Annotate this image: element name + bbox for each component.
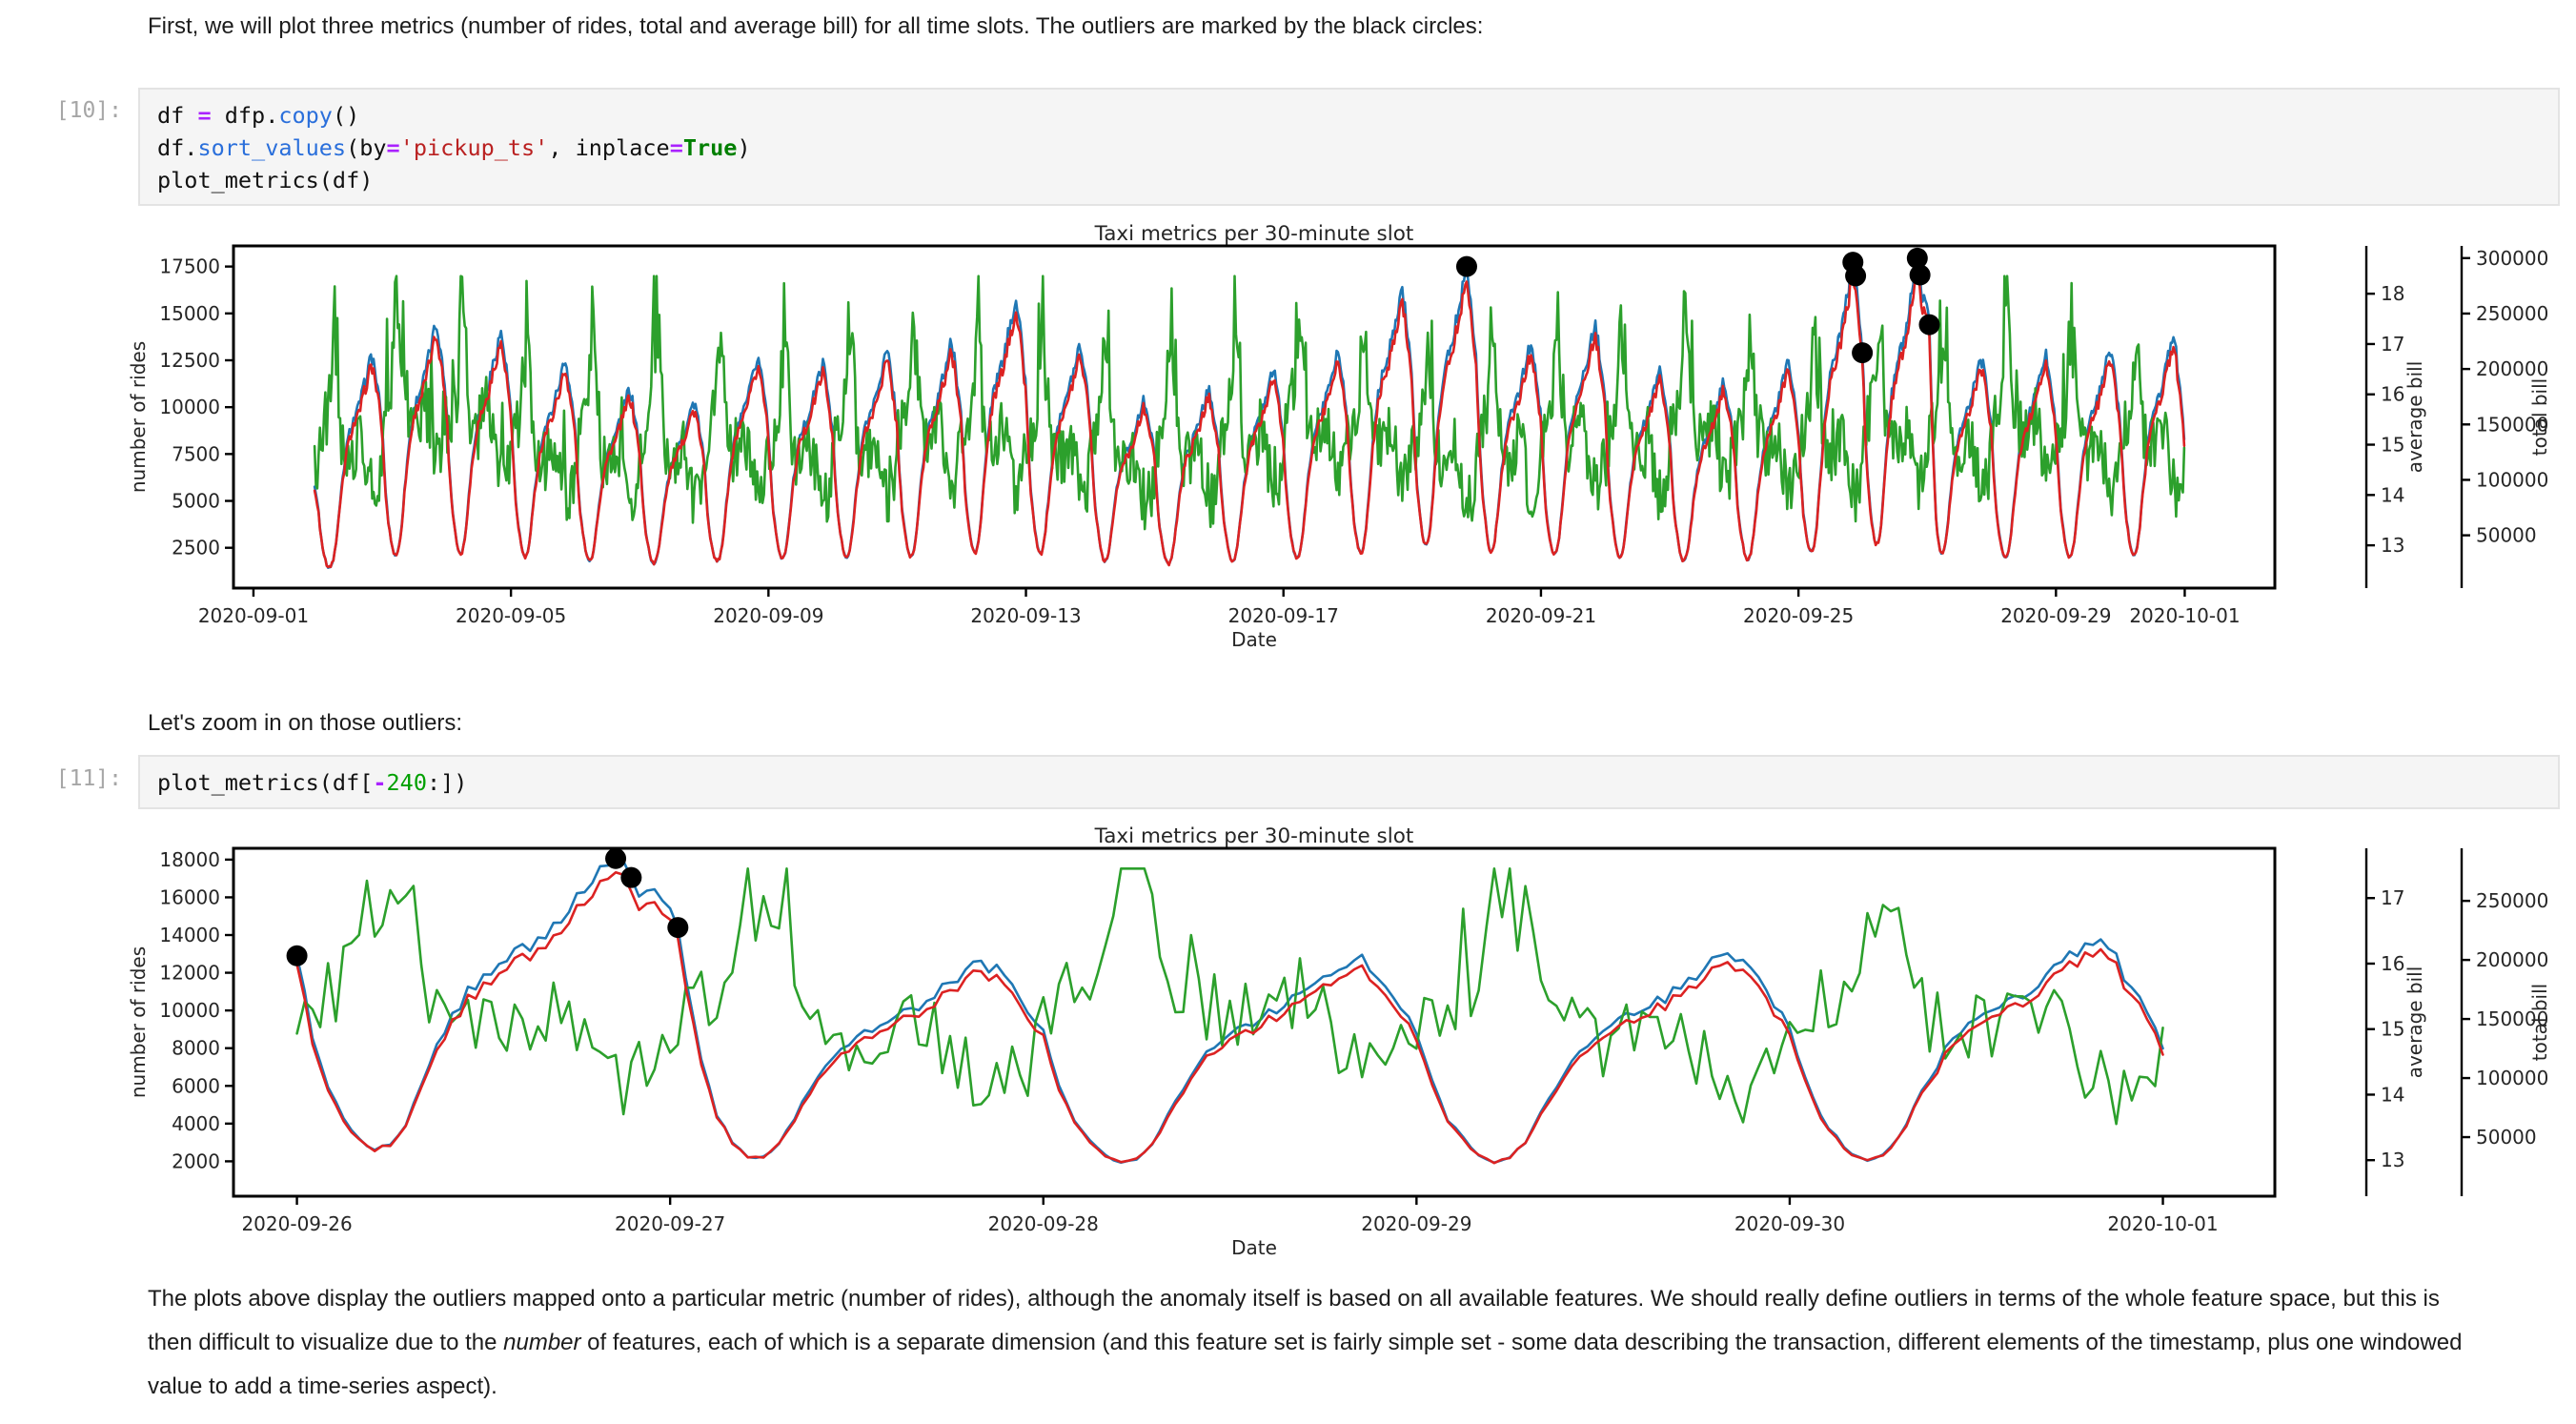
total-tick-label: 50000 xyxy=(2476,1126,2537,1149)
code-input[interactable]: df = dfp.copy() df.sort_values(by='pickup… xyxy=(140,90,2558,196)
avg-tick-label: 14 xyxy=(2381,483,2404,506)
x-tick-label: 2020-09-05 xyxy=(456,604,566,627)
total-tick-label: 100000 xyxy=(2476,468,2548,491)
rides-tick-label: 17500 xyxy=(159,255,220,278)
rides-tick-label: 2000 xyxy=(172,1149,220,1172)
avg-axis-label: average bill xyxy=(2404,966,2426,1079)
x-tick-label: 2020-09-25 xyxy=(1743,604,1854,627)
x-tick-label: 2020-09-28 xyxy=(988,1212,1099,1235)
total-tick-label: 150000 xyxy=(2476,413,2548,436)
x-tick-label: 2020-09-09 xyxy=(713,604,823,627)
x-tick-label: 2020-10-01 xyxy=(2107,1212,2218,1235)
rides-tick-label: 14000 xyxy=(159,924,220,946)
code-line: plot_metrics(df[-240:]) xyxy=(157,769,468,796)
series-average-bill xyxy=(295,866,2164,1126)
figure-taxi-metrics-zoom: Taxi metrics per 30-minute slot 2020-09-2… xyxy=(127,824,2551,1259)
code-cell-10: df = dfp.copy() df.sort_values(by='pickup… xyxy=(138,88,2560,206)
rides-tick-label: 5000 xyxy=(172,490,220,513)
total-tick-label: 200000 xyxy=(2476,357,2548,380)
outlier-marker xyxy=(286,945,308,966)
rides-tick-label: 4000 xyxy=(172,1112,220,1135)
avg-tick-label: 14 xyxy=(2381,1083,2404,1106)
avg-tick-label: 15 xyxy=(2381,434,2404,457)
x-tick-label: 2020-09-26 xyxy=(241,1212,352,1235)
x-tick-label: 2020-09-29 xyxy=(1361,1212,1471,1235)
x-tick-label: 2020-09-27 xyxy=(615,1212,725,1235)
total-tick-label: 200000 xyxy=(2476,948,2548,971)
code-line: plot_metrics(df) xyxy=(157,167,374,193)
avg-tick-label: 13 xyxy=(2381,1149,2404,1171)
code-line: df = dfp.copy() xyxy=(157,102,360,129)
outlier-marker xyxy=(667,917,689,939)
rides-tick-label: 8000 xyxy=(172,1037,220,1060)
rides-tick-label: 18000 xyxy=(159,848,220,871)
markdown-paragraph-discussion: The plots above display the outliers map… xyxy=(148,1277,2485,1409)
cell-prompt-11: [11]: xyxy=(55,766,122,791)
outlier-marker xyxy=(1906,247,1928,269)
total-tick-label: 150000 xyxy=(2476,1007,2548,1030)
paragraph-italic-word: number xyxy=(503,1330,581,1355)
code-line: df.sort_values(by='pickup_ts', inplace=T… xyxy=(157,134,751,161)
rides-tick-label: 7500 xyxy=(172,442,220,465)
avg-tick-label: 16 xyxy=(2381,952,2404,975)
total-axis-label: total bill xyxy=(2528,984,2551,1061)
code-input[interactable]: plot_metrics(df[-240:]) xyxy=(140,757,2558,799)
avg-tick-label: 16 xyxy=(2381,383,2404,406)
outlier-marker xyxy=(1909,264,1931,286)
outlier-marker xyxy=(620,866,642,888)
rides-axis-label: number of rides xyxy=(127,341,150,493)
avg-tick-label: 13 xyxy=(2381,534,2404,557)
rides-tick-label: 6000 xyxy=(172,1074,220,1097)
rides-tick-label: 2500 xyxy=(172,537,220,559)
x-tick-label: 2020-09-13 xyxy=(970,604,1081,627)
outlier-marker xyxy=(1852,342,1874,364)
rides-tick-label: 12000 xyxy=(159,962,220,985)
x-tick-label: 2020-10-01 xyxy=(2129,604,2240,627)
markdown-paragraph-intro: First, we will plot three metrics (numbe… xyxy=(148,13,1484,39)
total-tick-label: 100000 xyxy=(2476,1067,2548,1089)
avg-axis-label: average bill xyxy=(2404,361,2426,474)
rides-tick-label: 10000 xyxy=(159,396,220,418)
total-tick-label: 300000 xyxy=(2476,247,2548,270)
series-total-bill xyxy=(295,870,2164,1165)
cell-prompt-10: [10]: xyxy=(55,98,122,123)
paragraph-text: The plots above display the outliers map… xyxy=(148,1286,2440,1355)
paragraph-text: of features, each of which is a separate… xyxy=(148,1330,2463,1399)
x-tick-label: 2020-09-01 xyxy=(198,604,309,627)
chart-title: Taxi metrics per 30-minute slot xyxy=(1094,824,1414,848)
total-tick-label: 250000 xyxy=(2476,889,2548,912)
code-cell-11: plot_metrics(df[-240:]) xyxy=(138,755,2560,809)
rides-axis-label: number of rides xyxy=(127,946,150,1098)
figure-taxi-metrics-all-slots: Taxi metrics per 30-minute slot 2020-09-0… xyxy=(127,222,2551,651)
outlier-marker xyxy=(605,847,627,869)
outlier-marker xyxy=(1845,265,1867,287)
avg-tick-label: 17 xyxy=(2381,333,2404,356)
series-average-bill xyxy=(313,275,2186,531)
total-tick-label: 50000 xyxy=(2476,524,2537,547)
outlier-marker xyxy=(1455,255,1477,277)
x-tick-label: 2020-09-29 xyxy=(2000,604,2111,627)
total-axis-label: total bill xyxy=(2528,378,2551,456)
x-tick-label: 2020-09-30 xyxy=(1734,1212,1845,1235)
x-axis-label: Date xyxy=(1231,628,1277,651)
avg-tick-label: 15 xyxy=(2381,1018,2404,1041)
x-tick-label: 2020-09-21 xyxy=(1486,604,1596,627)
chart-title: Taxi metrics per 30-minute slot xyxy=(1094,222,1414,246)
series-total-bill xyxy=(313,270,2186,569)
series-group xyxy=(313,256,2186,570)
x-axis-label: Date xyxy=(1231,1236,1277,1259)
rides-tick-label: 15000 xyxy=(159,302,220,325)
avg-tick-label: 18 xyxy=(2381,282,2404,305)
outlier-marker xyxy=(1918,314,1940,336)
rides-tick-label: 12500 xyxy=(159,349,220,372)
x-tick-label: 2020-09-17 xyxy=(1228,604,1339,627)
markdown-paragraph-zoom: Let's zoom in on those outliers: xyxy=(148,710,463,736)
total-tick-label: 250000 xyxy=(2476,302,2548,325)
rides-tick-label: 16000 xyxy=(159,885,220,908)
plot-area xyxy=(232,244,2277,590)
avg-tick-label: 17 xyxy=(2381,886,2404,909)
rides-tick-label: 10000 xyxy=(159,999,220,1022)
